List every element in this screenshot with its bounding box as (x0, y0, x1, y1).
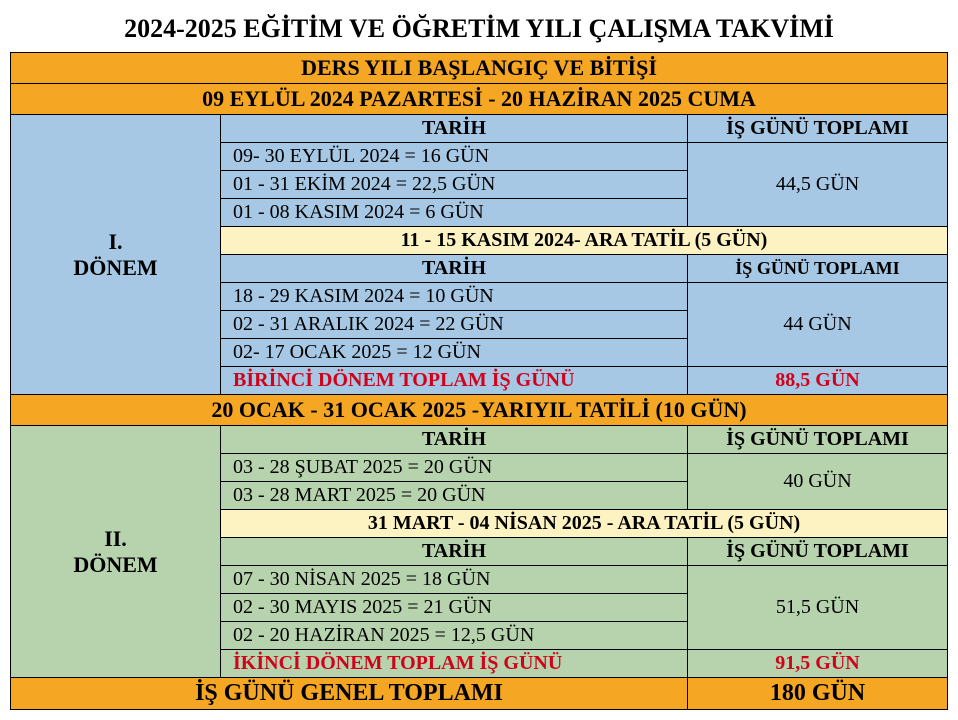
genel-toplam-value: 180 GÜN (687, 678, 947, 710)
header-line-2: 09 EYLÜL 2024 PAZARTESİ - 20 HAZİRAN 202… (11, 84, 948, 115)
d1-b2-total: 44 GÜN (687, 283, 947, 367)
header-line-1: DERS YILI BAŞLANGIÇ VE BİTİŞİ (11, 53, 948, 84)
col-header-tarih: TARİH (221, 115, 688, 143)
col-header-tarih-3: TARİH (221, 426, 688, 454)
col-header-total: İŞ GÜNÜ TOPLAMI (687, 115, 947, 143)
d2-b1-row: 03 - 28 ŞUBAT 2025 = 20 GÜN (221, 454, 688, 482)
d2-b2-row: 02 - 20 HAZİRAN 2025 = 12,5 GÜN (221, 622, 688, 650)
d1-b2-row: 18 - 29 KASIM 2024 = 10 GÜN (221, 283, 688, 311)
genel-toplam-label: İŞ GÜNÜ GENEL TOPLAMI (11, 678, 688, 710)
d2-b2-row: 07 - 30 NİSAN 2025 = 18 GÜN (221, 566, 688, 594)
d2-b1-total: 40 GÜN (687, 454, 947, 510)
calendar-table: DERS YILI BAŞLANGIÇ VE BİTİŞİ 09 EYLÜL 2… (10, 52, 948, 710)
d2-sum-value: 91,5 GÜN (687, 650, 947, 678)
d1-b1-row: 01 - 08 KASIM 2024 = 6 GÜN (221, 199, 688, 227)
donem2-label: II. DÖNEM (11, 426, 221, 678)
donem1-label-line1: I. (108, 229, 122, 254)
d1-aratatil: 11 - 15 KASIM 2024- ARA TATİL (5 GÜN) (221, 227, 948, 255)
d2-aratatil: 31 MART - 04 NİSAN 2025 - ARA TATİL (5 G… (221, 510, 948, 538)
col-header-total-3: İŞ GÜNÜ TOPLAMI (687, 426, 947, 454)
d1-sum-label: BİRİNCİ DÖNEM TOPLAM İŞ GÜNÜ (221, 367, 688, 395)
col-header-tarih-4: TARİH (221, 538, 688, 566)
col-header-tarih-2: TARİH (221, 255, 688, 283)
donem1-label: I. DÖNEM (11, 115, 221, 395)
donem2-label-line1: II. (104, 526, 127, 551)
d1-b1-row: 09- 30 EYLÜL 2024 = 16 GÜN (221, 143, 688, 171)
d2-b2-row: 02 - 30 MAYIS 2025 = 21 GÜN (221, 594, 688, 622)
col-header-total-2: İŞ GÜNÜ TOPLAMI (687, 255, 947, 283)
d1-b2-row: 02- 17 OCAK 2025 = 12 GÜN (221, 339, 688, 367)
donem1-label-line2: DÖNEM (73, 255, 157, 280)
d1-b1-row: 01 - 31 EKİM 2024 = 22,5 GÜN (221, 171, 688, 199)
d1-b1-total: 44,5 GÜN (687, 143, 947, 227)
d1-sum-value: 88,5 GÜN (687, 367, 947, 395)
yariyil-tatili: 20 OCAK - 31 OCAK 2025 -YARIYIL TATİLİ (… (11, 395, 948, 426)
d2-b1-row: 03 - 28 MART 2025 = 20 GÜN (221, 482, 688, 510)
d2-b2-total: 51,5 GÜN (687, 566, 947, 650)
donem2-label-line2: DÖNEM (73, 552, 157, 577)
col-header-total-4: İŞ GÜNÜ TOPLAMI (687, 538, 947, 566)
d2-sum-label: İKİNCİ DÖNEM TOPLAM İŞ GÜNÜ (221, 650, 688, 678)
d1-b2-row: 02 - 31 ARALIK 2024 = 22 GÜN (221, 311, 688, 339)
page-title: 2024-2025 EĞİTİM VE ÖĞRETİM YILI ÇALIŞMA… (10, 10, 948, 52)
